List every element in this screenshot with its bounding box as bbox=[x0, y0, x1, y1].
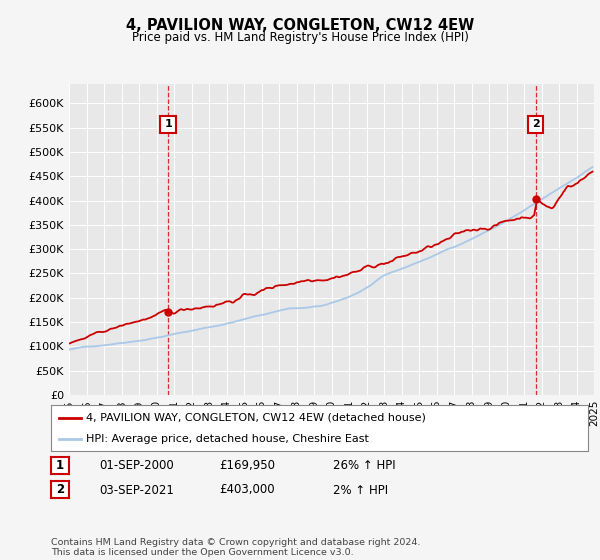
Text: 2% ↑ HPI: 2% ↑ HPI bbox=[333, 483, 388, 497]
Text: 03-SEP-2021: 03-SEP-2021 bbox=[99, 483, 174, 497]
Text: 1: 1 bbox=[164, 119, 172, 129]
Text: 4, PAVILION WAY, CONGLETON, CW12 4EW: 4, PAVILION WAY, CONGLETON, CW12 4EW bbox=[126, 18, 474, 33]
Text: 26% ↑ HPI: 26% ↑ HPI bbox=[333, 459, 395, 473]
Text: HPI: Average price, detached house, Cheshire East: HPI: Average price, detached house, Ches… bbox=[86, 435, 369, 444]
Text: £169,950: £169,950 bbox=[219, 459, 275, 473]
Text: £403,000: £403,000 bbox=[219, 483, 275, 497]
Text: Price paid vs. HM Land Registry's House Price Index (HPI): Price paid vs. HM Land Registry's House … bbox=[131, 31, 469, 44]
Text: 2: 2 bbox=[532, 119, 539, 129]
Text: 1: 1 bbox=[56, 459, 64, 472]
Text: 4, PAVILION WAY, CONGLETON, CW12 4EW (detached house): 4, PAVILION WAY, CONGLETON, CW12 4EW (de… bbox=[86, 413, 426, 423]
Text: Contains HM Land Registry data © Crown copyright and database right 2024.
This d: Contains HM Land Registry data © Crown c… bbox=[51, 538, 421, 557]
Text: 2: 2 bbox=[56, 483, 64, 496]
Text: 01-SEP-2000: 01-SEP-2000 bbox=[99, 459, 174, 473]
